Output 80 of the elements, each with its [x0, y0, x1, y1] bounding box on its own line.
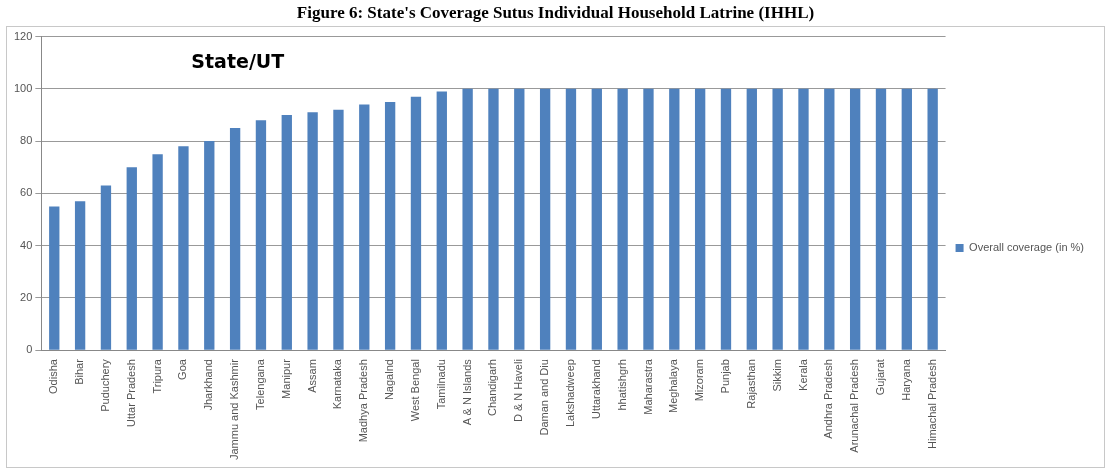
bar — [49, 206, 60, 350]
x-tick-label: Nagalnd — [383, 359, 396, 401]
bar — [669, 88, 680, 350]
bar — [849, 88, 861, 350]
bar — [255, 120, 267, 350]
bar — [359, 104, 370, 350]
chart-title: Figure 6: State's Coverage Sutus Individual Household Latrine (IHHL) — [295, 2, 816, 24]
y-tick-label: 80 — [20, 134, 33, 147]
x-tick-label: Tripura — [150, 358, 163, 394]
x-tick-label: Gujarat — [874, 359, 887, 396]
bar — [772, 88, 783, 350]
x-tick-label: Telengana — [253, 358, 266, 410]
bar — [514, 88, 525, 350]
y-tick-label: 0 — [26, 343, 33, 356]
x-tick-label: Goa — [176, 358, 189, 380]
bar — [720, 88, 732, 350]
bar — [617, 88, 628, 350]
y-tick-label: 20 — [20, 290, 33, 303]
x-tick-label: Punjab — [719, 359, 732, 394]
bar — [307, 112, 318, 350]
x-tick-label: Manipur — [279, 358, 292, 399]
y-tick-label: 60 — [20, 186, 33, 199]
x-tick-label: Odisha — [47, 358, 60, 394]
bar — [565, 88, 577, 350]
bar — [539, 88, 551, 350]
bar — [152, 154, 163, 350]
x-tick-label: Kerala — [796, 358, 809, 391]
bar — [643, 88, 654, 350]
x-tick-label: Himachal Pradesh — [925, 359, 938, 450]
bar — [436, 91, 447, 350]
bar — [229, 128, 241, 350]
y-tick-label: 100 — [13, 81, 33, 94]
text: State/UT — [191, 49, 285, 72]
x-tick-label: Madhya Pradesh — [357, 359, 370, 443]
bar — [824, 88, 835, 350]
bar — [74, 201, 86, 350]
bar — [333, 109, 344, 350]
x-tick-label: Bihar — [73, 358, 86, 385]
bar — [901, 88, 912, 350]
x-tick-label: Lakshadweep — [564, 359, 576, 428]
x-tick-label: Mizoram — [693, 359, 706, 402]
x-tick-label: Andhra Pradesh — [822, 359, 835, 439]
x-tick-label: Uttar Pradesh — [124, 359, 137, 428]
x-tick-label: Daman and Diu — [538, 359, 551, 436]
x-tick-label: Sikkim — [770, 359, 783, 392]
legend-label: Overall coverage (in %) — [969, 241, 1085, 254]
bar — [488, 88, 499, 350]
x-tick-label: Assam — [305, 359, 318, 393]
x-tick-label: West Bengal — [408, 359, 421, 422]
x-tick-label: D & N Haveli — [512, 359, 525, 423]
bar — [204, 141, 215, 350]
x-tick-label: Rajasthan — [744, 359, 757, 409]
x-tick-label: A & N Islands — [460, 358, 473, 426]
x-tick-label: Chandigarh — [486, 359, 499, 417]
bar — [875, 88, 887, 350]
bar — [281, 114, 292, 350]
bar — [798, 88, 809, 350]
bar — [410, 96, 422, 350]
bar — [746, 88, 757, 350]
bar — [178, 146, 189, 350]
x-tick-label: Jharkhand — [202, 359, 215, 411]
bar — [126, 167, 137, 350]
x-tick-label: Uttarakhand — [589, 359, 602, 420]
x-tick-label: Jammu and Kashmir — [228, 358, 241, 461]
y-tick-label: 40 — [20, 238, 33, 251]
x-tick-label: Tamilnadu — [434, 359, 447, 410]
x-tick-label: Maharastra — [641, 358, 654, 415]
x-tick-label: Meghalaya — [667, 358, 680, 413]
bar — [384, 101, 396, 350]
x-tick-label: hhatishgrh — [615, 359, 628, 411]
x-tick-label: Puduchery — [98, 358, 111, 412]
bar — [927, 88, 938, 350]
x-tick-label: Karnataka — [331, 358, 344, 410]
bar — [100, 185, 112, 350]
x-tick-label: Arunachal Pradesh — [848, 359, 861, 453]
bar — [462, 88, 473, 350]
bar — [591, 88, 602, 350]
x-tick-label: Haryana — [899, 358, 912, 401]
bar — [694, 88, 706, 350]
y-tick-label: 120 — [13, 29, 33, 42]
